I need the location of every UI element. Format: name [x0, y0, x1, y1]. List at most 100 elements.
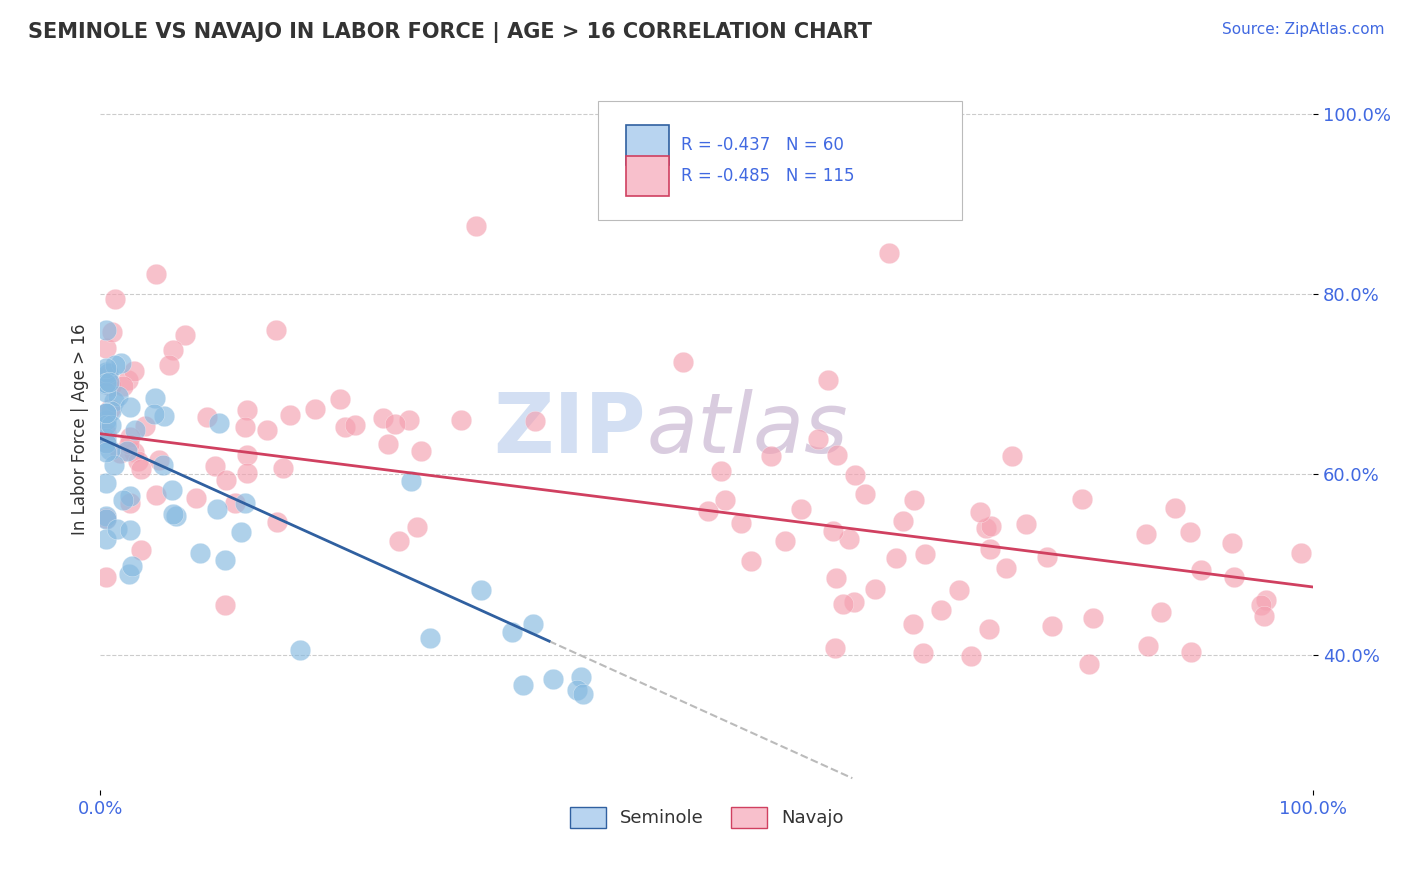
Point	[948, 582, 970, 597]
Point	[96, 413, 118, 427]
Point	[108, 446, 131, 460]
Point	[1220, 536, 1243, 550]
Point	[572, 688, 595, 702]
Point	[1042, 619, 1064, 633]
Point	[979, 541, 1001, 556]
Point	[157, 359, 180, 373]
Point	[824, 641, 846, 656]
Point	[96, 426, 118, 441]
Point	[195, 409, 218, 424]
Point	[121, 559, 143, 574]
Point	[1180, 645, 1202, 659]
Point	[838, 533, 860, 547]
Point	[969, 505, 991, 519]
Point	[236, 402, 259, 417]
Point	[977, 622, 1000, 636]
Point	[976, 521, 998, 535]
Point	[97, 369, 120, 384]
Point	[233, 420, 256, 434]
Point	[235, 448, 257, 462]
Point	[470, 582, 492, 597]
Point	[524, 414, 547, 428]
Point	[399, 474, 422, 488]
Point	[127, 454, 149, 468]
Point	[118, 489, 141, 503]
Point	[103, 358, 125, 372]
Point	[96, 361, 118, 376]
Point	[104, 293, 127, 307]
Point	[710, 464, 733, 478]
Point	[224, 495, 246, 509]
Point	[1253, 609, 1275, 624]
Point	[1289, 546, 1312, 560]
Point	[335, 420, 357, 434]
Point	[419, 632, 441, 646]
Point	[1164, 501, 1187, 516]
Point	[980, 518, 1002, 533]
Point	[384, 417, 406, 432]
Point	[208, 416, 231, 430]
Point	[124, 423, 146, 437]
FancyBboxPatch shape	[598, 101, 962, 220]
Point	[162, 483, 184, 497]
Point	[1189, 563, 1212, 577]
Point	[567, 682, 589, 697]
Point	[112, 378, 135, 392]
Point	[541, 672, 564, 686]
Text: SEMINOLE VS NAVAJO IN LABOR FORCE | AGE > 16 CORRELATION CHART: SEMINOLE VS NAVAJO IN LABOR FORCE | AGE …	[28, 22, 872, 44]
Point	[96, 406, 118, 420]
Legend: Seminole, Navajo: Seminole, Navajo	[562, 800, 851, 835]
Point	[1077, 657, 1099, 671]
Point	[96, 376, 118, 390]
Point	[696, 503, 718, 517]
Point	[122, 364, 145, 378]
Point	[96, 436, 118, 450]
Point	[110, 356, 132, 370]
Point	[264, 323, 287, 337]
Point	[304, 402, 326, 417]
Point	[863, 582, 886, 596]
Point	[329, 392, 352, 406]
Point	[891, 514, 914, 528]
Point	[411, 444, 433, 458]
Point	[96, 476, 118, 491]
Point	[343, 418, 366, 433]
Point	[101, 325, 124, 339]
Point	[790, 501, 813, 516]
Point	[124, 445, 146, 459]
Y-axis label: In Labor Force | Age > 16: In Labor Force | Age > 16	[72, 324, 89, 535]
Point	[117, 373, 139, 387]
Point	[103, 458, 125, 472]
Point	[214, 599, 236, 613]
Point	[98, 402, 121, 417]
Text: atlas: atlas	[647, 389, 848, 470]
Point	[960, 648, 983, 663]
Point	[817, 373, 839, 387]
Point	[120, 523, 142, 537]
Point	[204, 458, 226, 473]
Point	[388, 534, 411, 549]
Point	[759, 450, 782, 464]
Point	[96, 406, 118, 420]
Point	[911, 646, 934, 660]
Point	[831, 598, 853, 612]
Point	[115, 444, 138, 458]
Point	[1222, 570, 1244, 584]
Point	[229, 525, 252, 540]
Point	[569, 670, 592, 684]
Point	[280, 408, 302, 422]
Point	[995, 561, 1018, 575]
Point	[96, 385, 118, 400]
Point	[290, 643, 312, 657]
Point	[825, 571, 848, 585]
Point	[174, 327, 197, 342]
Point	[143, 407, 166, 421]
Point	[100, 379, 122, 393]
Point	[501, 624, 523, 639]
Point	[266, 515, 288, 529]
Point	[96, 508, 118, 523]
Point	[145, 267, 167, 281]
Text: Source: ZipAtlas.com: Source: ZipAtlas.com	[1222, 22, 1385, 37]
Point	[205, 501, 228, 516]
Point	[152, 458, 174, 473]
